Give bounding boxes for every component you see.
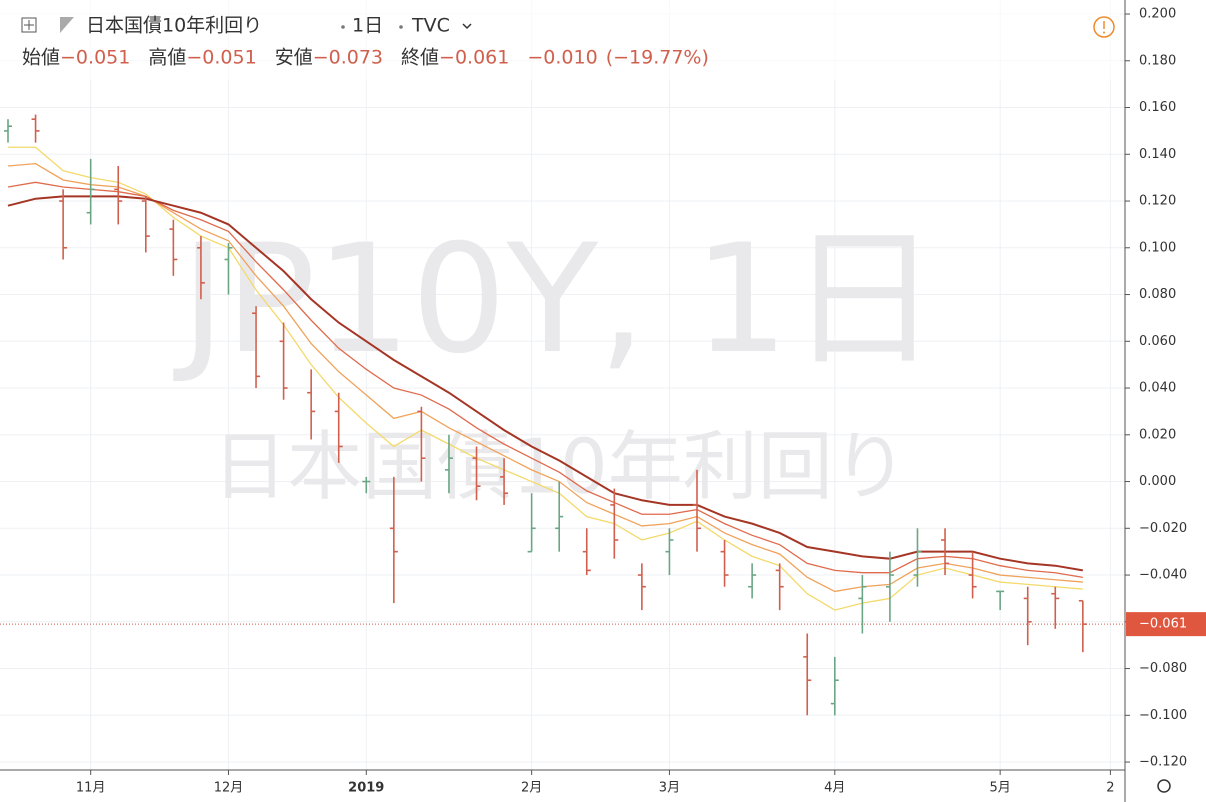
interval: 1日 [352,15,383,37]
y-tick-label: 0.100 [1139,240,1176,255]
change-percent: (−19.77%) [606,47,709,69]
ohlc-label: 安値 [275,47,313,69]
ohlc-label: 高値 [148,47,186,69]
x-tick-label: 2月 [521,781,542,796]
watermark: JP10Y, 1日 [173,213,939,387]
y-tick-label: 0.000 [1139,474,1176,489]
ohlc-value: −0.051 [60,47,130,69]
grid [0,0,1125,770]
y-tick-label: −0.040 [1139,568,1187,583]
x-tick-label: 11月 [76,781,106,796]
x-tick-label: 5月 [990,781,1011,796]
y-tick-label: 0.180 [1139,53,1176,68]
y-tick-label: −0.120 [1139,755,1187,770]
y-tick-label: 0.120 [1139,194,1176,209]
header-bg [0,0,1120,80]
y-tick-label: 0.020 [1139,427,1176,442]
ohlc-value: −0.051 [186,47,256,69]
x-tick-label: 2 [1106,781,1114,796]
y-tick-label: 0.160 [1139,100,1176,115]
ohlc-legend: 始値 −0.051 高値 −0.051 安値 −0.073 終値 −0.061 −0.010 (−… [22,47,709,69]
moving-average [8,146,1083,611]
flag-icon[interactable] [60,17,74,33]
y-tick-label: 0.080 [1139,287,1176,302]
change-value: −0.010 [527,47,597,69]
x-tick-label: 3月 [659,781,680,796]
y-tick-label: 0.200 [1139,7,1176,22]
ohlc-label: 始値 [22,47,60,69]
collapse-icon[interactable] [21,17,37,33]
symbol-title: 日本国債10年利回り [86,15,262,37]
y-tick-label: −0.020 [1139,521,1187,536]
ohlc-value: −0.073 [313,47,383,69]
ohlc-value: −0.061 [439,47,509,69]
corner [1126,771,1206,802]
moving-average [7,162,1083,593]
alert-icon[interactable] [1093,16,1115,38]
last-price-label: −0.061 [1139,617,1187,632]
moving-average [7,181,1083,579]
y-tick-label: −0.080 [1139,661,1187,676]
separator [341,25,345,29]
dropdown-icon[interactable] [462,23,472,30]
last-price-tag [1126,612,1206,637]
settings-icon[interactable] [1157,779,1171,793]
moving-average [7,195,1084,572]
x-tick-label: 4月 [824,781,845,796]
y-tick-label: 0.060 [1139,334,1176,349]
x-tick-label: 12月 [214,781,244,796]
source[interactable]: TVC [411,15,450,37]
y-tick-label: 0.040 [1139,381,1176,396]
ohlc-label: 終値 [401,47,439,69]
plot [0,114,1125,716]
y-tick-label: −0.100 [1139,708,1187,723]
x-tick-label: 2019 [348,781,384,796]
separator [399,25,403,29]
y-tick-label: 0.140 [1139,147,1176,162]
alert-icon-dot [1103,31,1105,34]
axes: 0.200 0.180 0.160 0.140 0.120 0.100 0.080 0.060… [76,7,1206,796]
